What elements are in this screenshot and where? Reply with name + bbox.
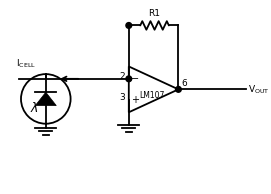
Circle shape (176, 87, 181, 92)
Text: −: − (131, 74, 140, 84)
Text: I$_{\mathregular{CELL}}$: I$_{\mathregular{CELL}}$ (16, 58, 36, 70)
Text: +: + (131, 95, 140, 105)
Text: LM107: LM107 (139, 91, 164, 100)
Text: $\lambda$: $\lambda$ (30, 101, 39, 115)
Text: R1: R1 (149, 9, 160, 18)
Text: 6: 6 (181, 79, 187, 88)
Text: 2: 2 (119, 72, 125, 81)
Text: 3: 3 (119, 94, 125, 102)
Circle shape (126, 76, 132, 82)
Polygon shape (35, 92, 56, 106)
Text: V$_{\mathregular{OUT}}$: V$_{\mathregular{OUT}}$ (248, 83, 270, 96)
Circle shape (126, 23, 132, 28)
